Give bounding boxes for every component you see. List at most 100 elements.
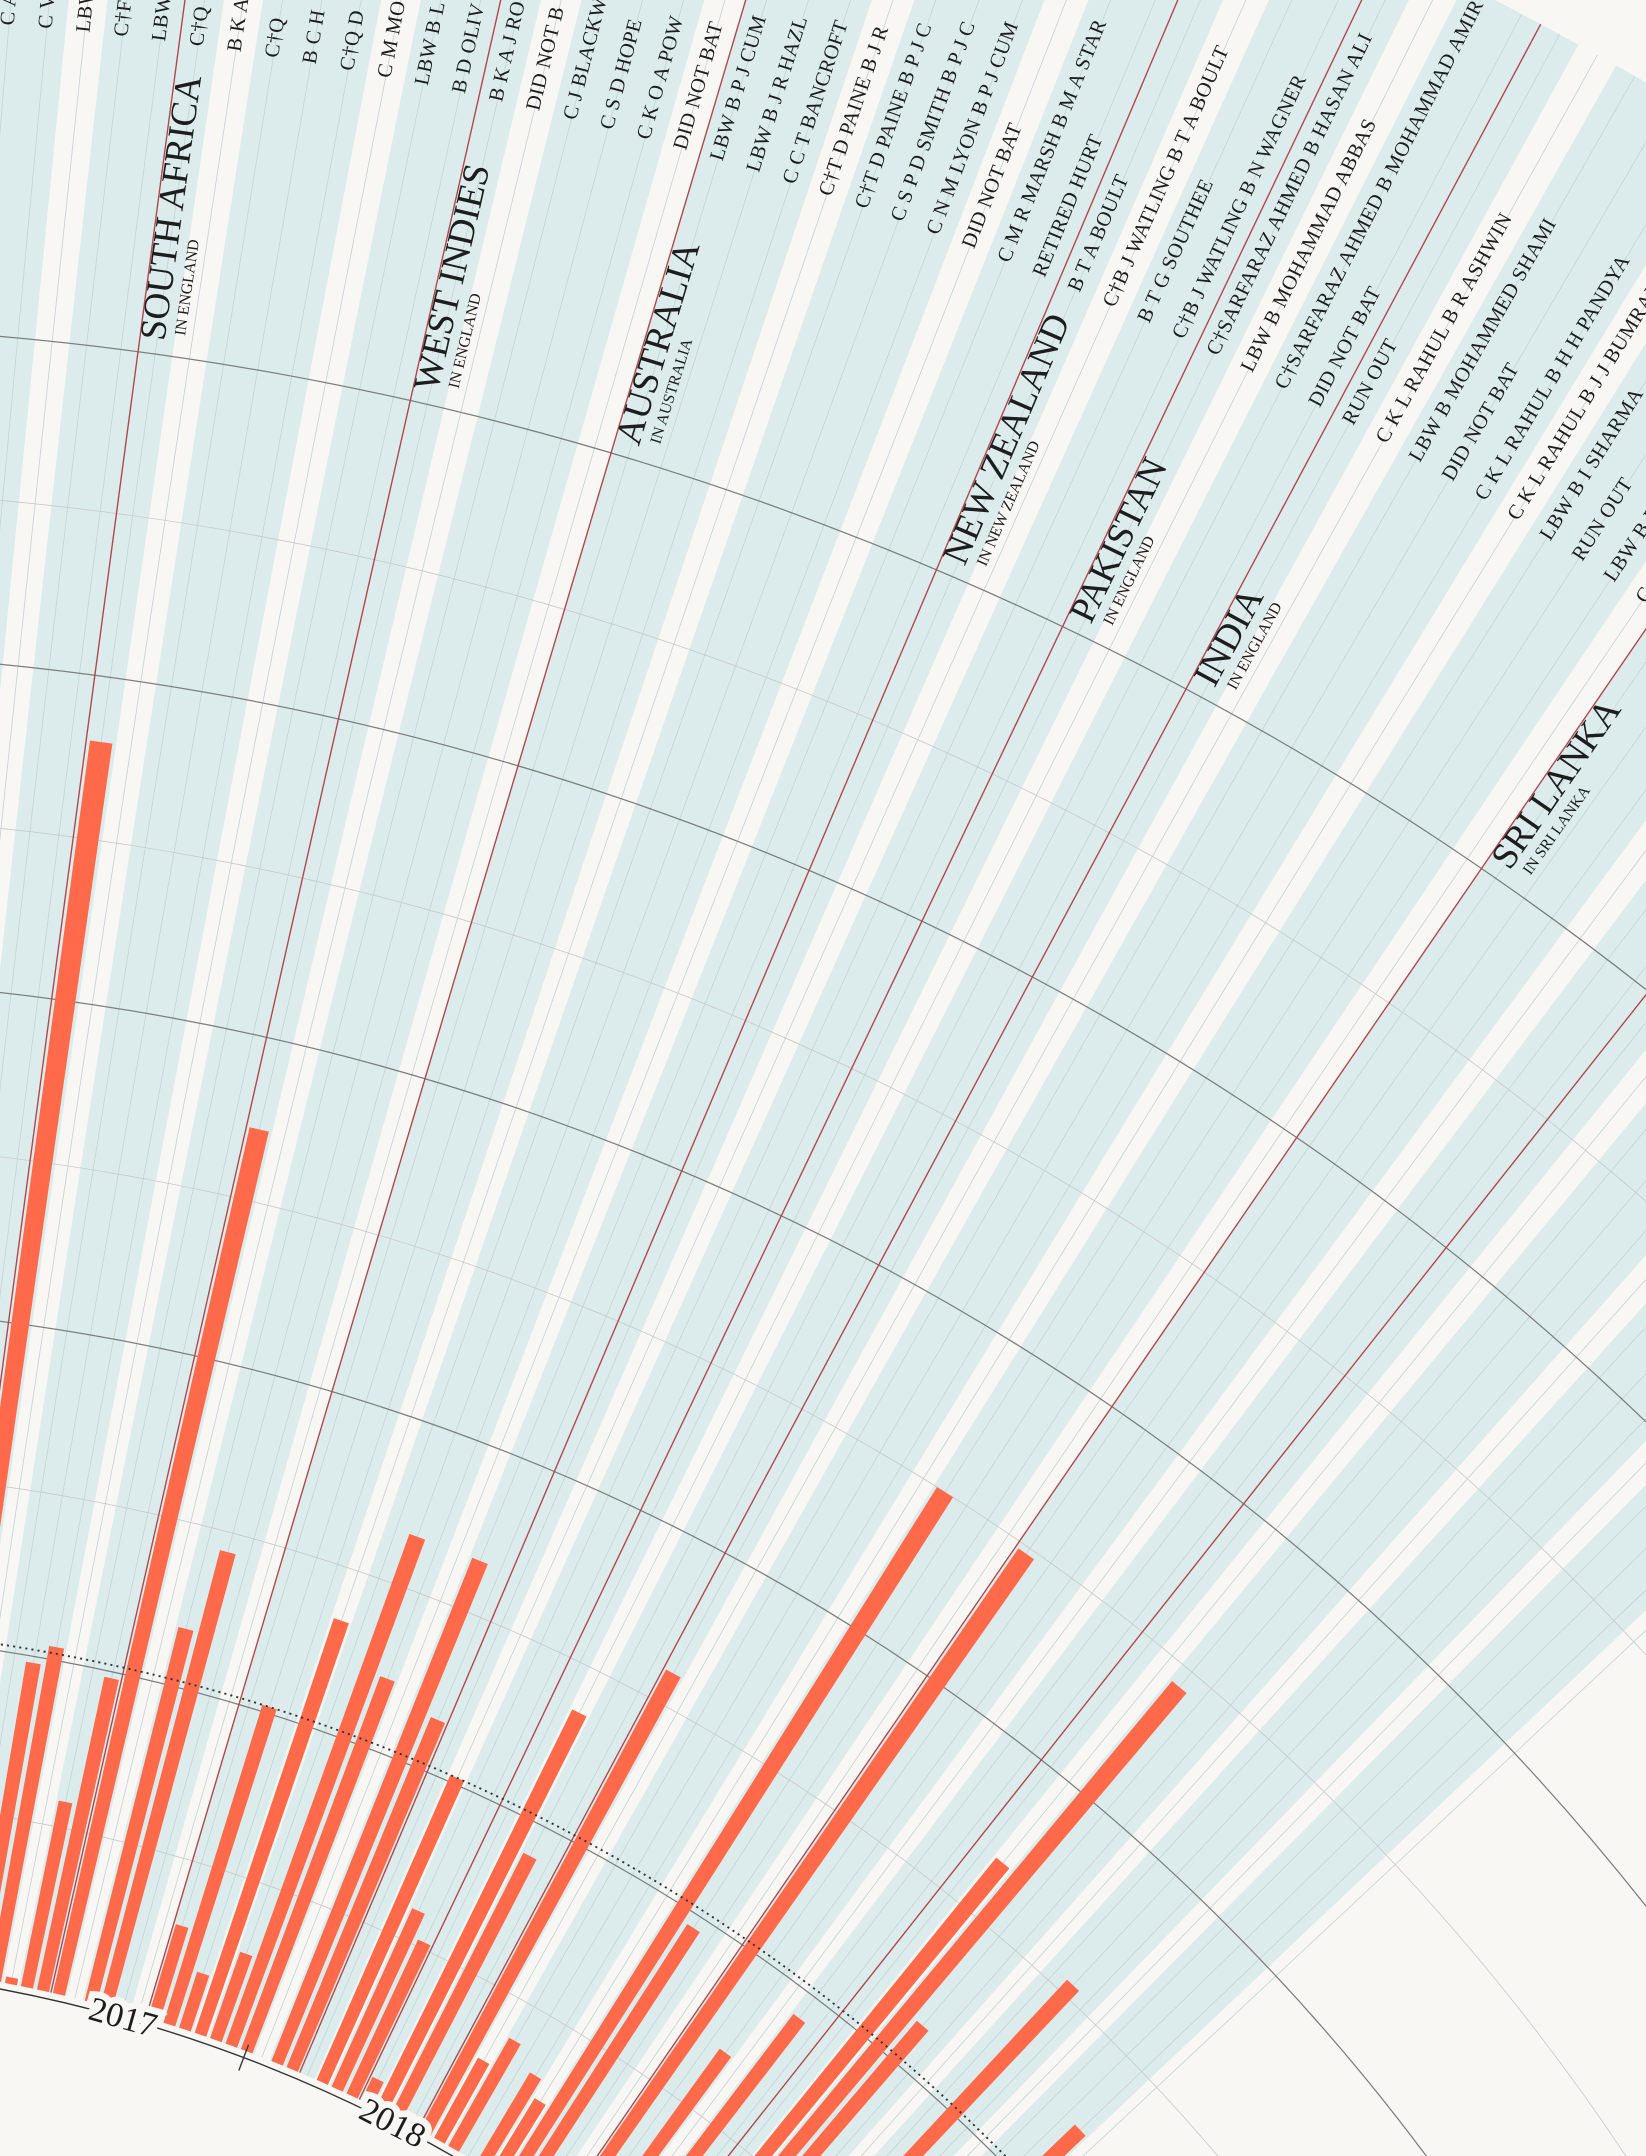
test-band xyxy=(799,1155,1646,2156)
spoke xyxy=(26,0,442,1988)
bar xyxy=(1042,2124,1086,2156)
test-band xyxy=(536,418,1646,2156)
spoke xyxy=(835,1230,1646,2156)
bar xyxy=(331,1908,425,2092)
dismissal-label: C†F xyxy=(110,0,136,38)
bar xyxy=(499,2098,546,2156)
test-band xyxy=(0,0,185,1387)
spoke xyxy=(0,0,128,1093)
bar xyxy=(194,1618,349,2037)
spoke xyxy=(0,0,323,1859)
country-divider xyxy=(0,0,186,1392)
spoke xyxy=(410,13,1523,2126)
bar xyxy=(271,1557,488,2066)
spoke xyxy=(321,0,1247,2083)
spoke xyxy=(810,1180,1646,2156)
spoke xyxy=(121,0,685,2011)
bar xyxy=(52,1127,269,1996)
spoke xyxy=(366,0,1386,2104)
spoke xyxy=(886,1326,1646,2156)
bar xyxy=(316,1775,465,2085)
spoke xyxy=(90,0,603,2003)
bar xyxy=(0,1661,41,1894)
spoke xyxy=(184,0,852,2030)
spoke xyxy=(671,849,1646,2156)
spoke xyxy=(1082,1629,1646,2156)
bar xyxy=(754,1857,1010,2156)
spoke xyxy=(693,908,1646,2156)
bar xyxy=(20,1800,73,1989)
bar xyxy=(0,740,113,1528)
bar xyxy=(163,1704,277,2027)
bar xyxy=(210,1951,253,2043)
country-divider xyxy=(727,993,1646,2156)
test-band xyxy=(0,0,382,1983)
test-band xyxy=(403,4,1579,2137)
bar xyxy=(448,2037,521,2152)
spoke xyxy=(939,1418,1646,2156)
spoke xyxy=(215,0,937,2041)
dismissal-label: C A xyxy=(0,0,21,26)
bar xyxy=(361,2076,384,2106)
spoke xyxy=(42,0,482,1991)
spoke xyxy=(0,0,89,842)
spoke xyxy=(994,1505,1646,2156)
test-band xyxy=(981,1484,1646,2156)
bar xyxy=(36,1676,119,1993)
bar xyxy=(480,2072,542,2156)
year-tick xyxy=(238,2044,250,2071)
bar xyxy=(642,2048,732,2156)
bar xyxy=(179,1971,210,2032)
country-divider xyxy=(596,627,1646,2156)
dismissal-label: LBW xyxy=(72,0,99,33)
bar xyxy=(433,2057,490,2144)
test-band xyxy=(460,99,1646,2156)
spoke xyxy=(1023,1547,1646,2156)
bar xyxy=(4,1976,19,1986)
spoke xyxy=(0,0,283,1748)
test-band xyxy=(0,0,69,692)
spoke xyxy=(351,0,1339,2097)
test-band xyxy=(161,0,872,2033)
spoke xyxy=(628,726,1646,2156)
spoke xyxy=(565,525,1646,2156)
spoke xyxy=(0,0,362,1956)
spoke xyxy=(486,223,1646,2156)
test-band xyxy=(284,0,1224,2080)
bar xyxy=(0,1645,65,1983)
spoke xyxy=(395,0,1482,2118)
spoke xyxy=(336,0,1293,2090)
dismissal-label: C V xyxy=(35,0,60,30)
country-divider xyxy=(358,0,1363,2100)
bar xyxy=(84,1627,194,2004)
test-band xyxy=(774,1103,1646,2156)
test-band xyxy=(34,0,541,1997)
dismissal-label: C†Q xyxy=(186,5,213,48)
bar xyxy=(225,1533,426,2048)
spoke xyxy=(545,453,1646,2156)
spoke xyxy=(467,141,1646,2156)
bar xyxy=(777,1680,1187,2156)
spoke xyxy=(137,0,726,2016)
spoke xyxy=(291,0,1156,2070)
test-band xyxy=(446,65,1646,2156)
spoke xyxy=(586,594,1646,2156)
spoke xyxy=(453,75,1636,2149)
bars xyxy=(0,740,1187,2156)
spoke xyxy=(716,966,1646,2156)
test-band xyxy=(899,1350,1646,2156)
spoke xyxy=(966,1462,1646,2156)
country-divider xyxy=(299,0,1179,2073)
spoke xyxy=(10,0,402,1985)
bar xyxy=(375,1709,587,2113)
bar xyxy=(599,1548,1035,2156)
spoke xyxy=(153,0,768,2020)
spoke xyxy=(306,0,1201,2077)
test-band xyxy=(1009,1527,1646,2156)
bar xyxy=(685,2013,806,2156)
test-band xyxy=(516,342,1646,2156)
test-band xyxy=(0,0,224,1547)
country-divider xyxy=(145,0,747,2018)
spoke xyxy=(739,1021,1646,2156)
